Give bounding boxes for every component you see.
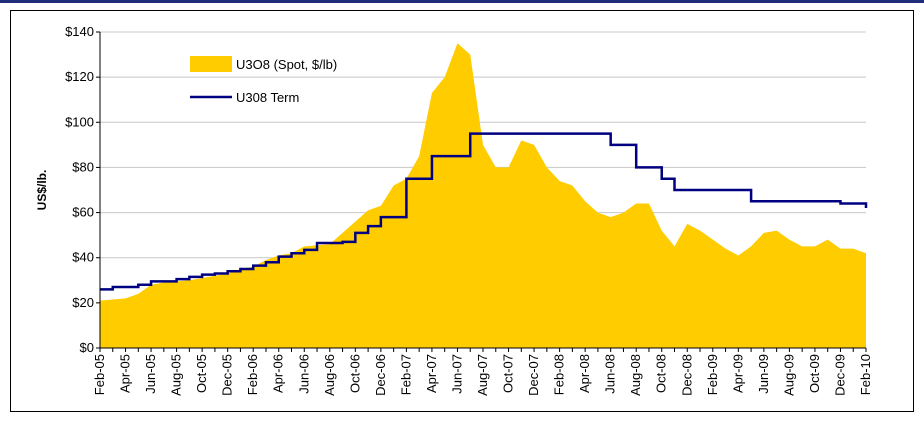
y-tick-label: $40 xyxy=(72,250,94,265)
y-tick-label: $80 xyxy=(72,159,94,174)
x-tick-label: Apr-09 xyxy=(730,354,745,393)
frame xyxy=(10,10,914,412)
x-tick-label: Oct-05 xyxy=(194,354,209,393)
x-tick-label: Aug-07 xyxy=(475,354,490,396)
top-rule xyxy=(0,0,924,3)
y-axis-label: US$/lb. xyxy=(35,170,49,211)
legend-swatch xyxy=(190,56,232,72)
x-tick-label: Jun-07 xyxy=(449,354,464,394)
x-tick-label: Oct-06 xyxy=(347,354,362,393)
x-tick-label: Apr-05 xyxy=(118,354,133,393)
y-tick-label: $120 xyxy=(65,69,94,84)
legend-label: U308 Term xyxy=(236,90,299,105)
x-tick-label: Aug-09 xyxy=(781,354,796,396)
x-tick-label: Jun-08 xyxy=(603,354,618,394)
x-tick-label: Feb-06 xyxy=(245,354,260,395)
x-tick-label: Feb-07 xyxy=(398,354,413,395)
x-tick-label: Oct-07 xyxy=(501,354,516,393)
x-tick-label: Aug-06 xyxy=(322,354,337,396)
x-tick-label: Dec-05 xyxy=(220,354,235,396)
x-tick-label: Dec-06 xyxy=(373,354,388,396)
x-tick-label: Dec-07 xyxy=(526,354,541,396)
y-tick-label: $60 xyxy=(72,205,94,220)
x-tick-label: Dec-09 xyxy=(832,354,847,396)
x-tick-label: Jun-06 xyxy=(296,354,311,394)
y-tick-label: $100 xyxy=(65,114,94,129)
x-tick-label: Apr-06 xyxy=(271,354,286,393)
x-tick-label: Apr-07 xyxy=(424,354,439,393)
y-tick-label: $20 xyxy=(72,295,94,310)
x-tick-label: Dec-08 xyxy=(679,354,694,396)
x-tick-label: Feb-09 xyxy=(705,354,720,395)
x-tick-label: Jun-09 xyxy=(756,354,771,394)
x-tick-label: Aug-05 xyxy=(169,354,184,396)
x-tick-label: Feb-08 xyxy=(552,354,567,395)
x-tick-label: Feb-10 xyxy=(858,354,873,395)
y-tick-label: $0 xyxy=(80,340,94,355)
spot-area xyxy=(100,43,866,349)
legend-label: U3O8 (Spot, $/lb) xyxy=(236,57,337,72)
x-tick-label: Jun-05 xyxy=(143,354,158,394)
x-tick-label: Feb-05 xyxy=(92,354,107,395)
term-line xyxy=(100,132,868,291)
x-tick-label: Apr-08 xyxy=(577,354,592,393)
x-tick-label: Aug-08 xyxy=(628,354,643,396)
x-tick-label: Oct-08 xyxy=(654,354,669,393)
x-tick-label: Oct-09 xyxy=(807,354,822,393)
y-tick-label: $140 xyxy=(65,24,94,39)
